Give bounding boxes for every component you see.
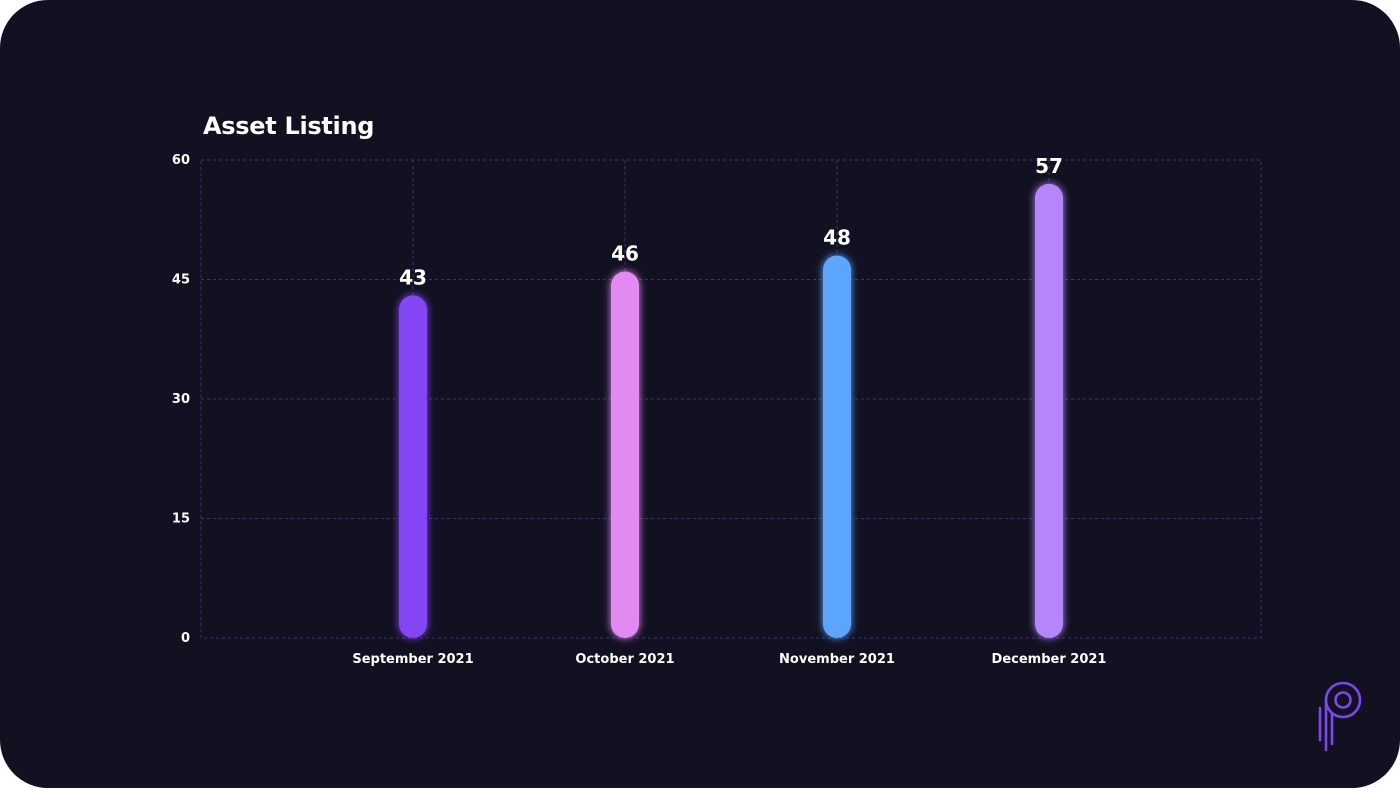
y-axis-ticks: 0 15 30 45 60: [172, 153, 190, 646]
bar-value-label: 48: [823, 226, 851, 250]
x-tick-label: September 2021: [352, 652, 473, 667]
x-tick-label: October 2021: [575, 652, 674, 667]
x-tick-label: December 2021: [992, 652, 1107, 667]
data-labels: 43 46 48 57: [399, 154, 1063, 290]
y-tick-label: 30: [172, 392, 190, 407]
bars: [399, 183, 1063, 638]
bar: [611, 271, 639, 638]
y-tick-label: 60: [172, 153, 190, 168]
bar-value-label: 43: [399, 265, 427, 289]
x-axis-ticks: September 2021 October 2021 November 2021 D…: [352, 652, 1106, 667]
y-tick-label: 0: [181, 631, 190, 646]
grid: [200, 159, 1262, 639]
bar: [399, 295, 427, 638]
x-tick-label: November 2021: [779, 652, 895, 667]
bar: [823, 255, 851, 638]
y-tick-label: 15: [172, 512, 190, 527]
y-tick-label: 45: [172, 273, 190, 288]
plot-border: [200, 159, 1262, 639]
bar-value-label: 46: [611, 242, 639, 266]
bar: [1035, 183, 1063, 638]
bar-value-label: 57: [1035, 154, 1063, 178]
chart-title: Asset Listing: [203, 112, 375, 140]
brand-p-logo-icon: [1318, 681, 1362, 752]
